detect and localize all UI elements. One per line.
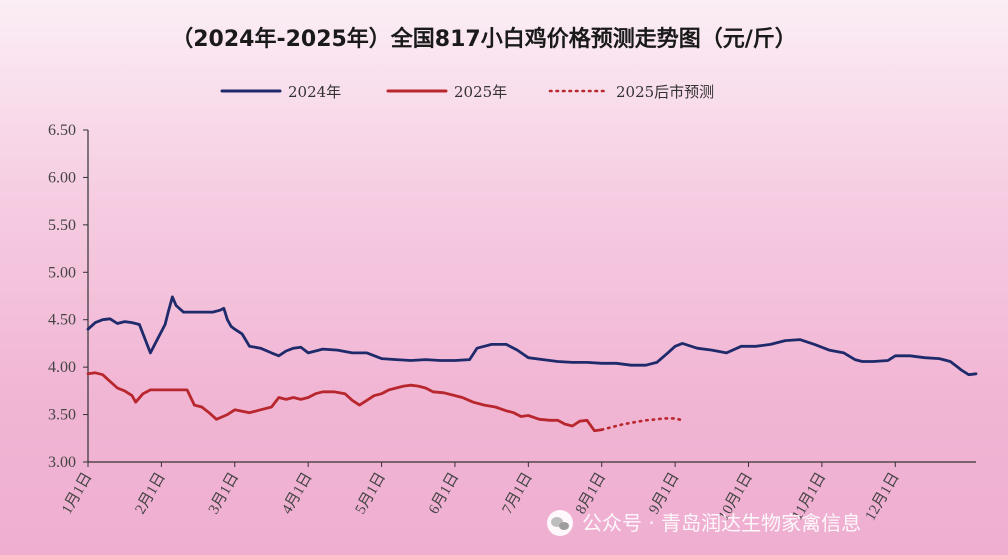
y-tick-label: 4.00 — [48, 359, 76, 376]
x-tick-label: 2月1日 — [132, 470, 168, 517]
chart-title: （2024年-2025年）全国817小白鸡价格预测走势图（元/斤） — [171, 26, 797, 52]
x-tick-label: 3月1日 — [206, 470, 242, 517]
x-tick-label: 4月1日 — [279, 470, 315, 517]
y-tick-label: 3.50 — [48, 407, 76, 424]
watermark: 公众号 · 青岛润达生物家禽信息 — [547, 510, 861, 536]
x-tick-label: 8月1日 — [573, 470, 609, 517]
y-tick-label: 3.00 — [48, 454, 76, 471]
watermark-text: 公众号 · 青岛润达生物家禽信息 — [582, 511, 861, 535]
y-tick-label: 4.50 — [48, 312, 76, 329]
y-tick-label: 6.00 — [48, 169, 76, 186]
legend-label-1: 2025年 — [454, 83, 507, 101]
x-tick-label: 12月1日 — [863, 470, 903, 523]
x-tick-label: 7月1日 — [499, 470, 535, 517]
series-line-2 — [600, 417, 684, 432]
y-tick-label: 5.00 — [48, 264, 76, 281]
series-line-0 — [86, 295, 978, 377]
wechat-icon — [547, 510, 573, 536]
x-tick-label: 1月1日 — [59, 470, 95, 517]
x-tick-label: 5月1日 — [353, 470, 389, 517]
series-line-1 — [86, 371, 604, 433]
y-tick-label: 6.50 — [48, 122, 76, 139]
x-tick-label: 6月1日 — [426, 470, 462, 517]
legend-label-2: 2025后市预测 — [616, 83, 714, 101]
legend-label-0: 2024年 — [288, 83, 341, 101]
legend: 2024年 2025年 2025后市预测 — [220, 83, 714, 101]
y-tick-label: 5.50 — [48, 217, 76, 234]
series-lines — [86, 295, 978, 433]
x-tick-label: 9月1日 — [646, 470, 682, 517]
